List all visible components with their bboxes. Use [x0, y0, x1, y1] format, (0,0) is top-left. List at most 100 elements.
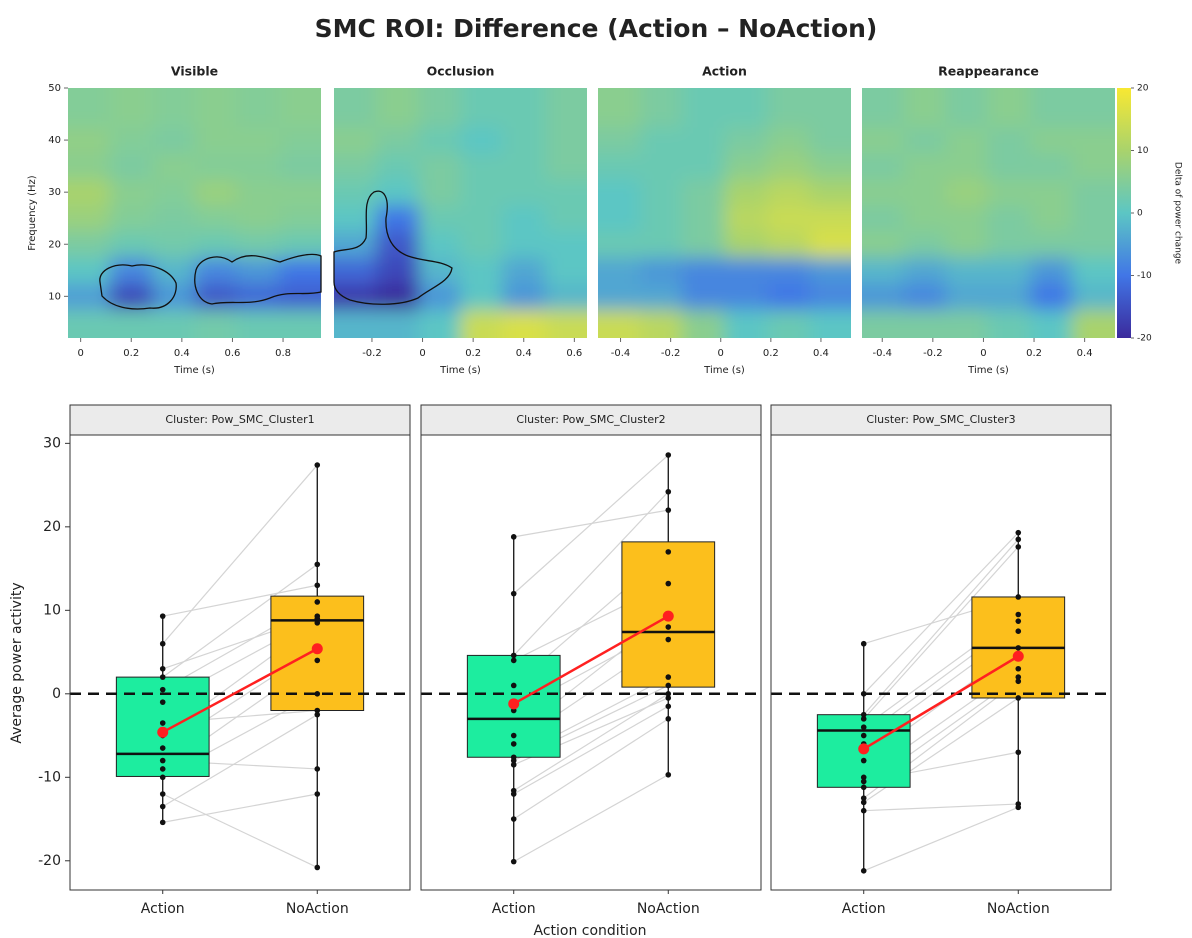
point — [160, 820, 166, 826]
colorbar-tick-label: 10 — [1137, 146, 1149, 156]
colorbar — [1117, 88, 1131, 338]
heatmap-cell — [945, 205, 987, 232]
heatmap-cell — [502, 153, 546, 180]
point — [314, 712, 320, 718]
y-axis-label: Frequency (Hz) — [27, 175, 38, 251]
heatmap-cell — [1030, 153, 1072, 180]
heatmap-cell — [461, 231, 503, 258]
x-tick-label: 0.6 — [566, 348, 582, 359]
heatmap-cell — [725, 127, 768, 154]
heatmap-cell — [195, 205, 237, 232]
heatmap-cell — [376, 205, 420, 232]
point — [314, 462, 320, 468]
heatmap-cell — [904, 231, 946, 258]
point — [861, 716, 867, 722]
colorbar-tick-label: 20 — [1137, 84, 1149, 94]
y-tick-label: 30 — [43, 435, 61, 451]
x-tick-label: 0.8 — [275, 348, 291, 359]
heatmap-cell — [945, 127, 987, 154]
point — [314, 562, 320, 568]
heatmap-cell — [376, 257, 420, 284]
heatmap-cell — [376, 58, 420, 128]
heatmap-cell — [1072, 283, 1146, 310]
point — [511, 741, 517, 747]
heatmap-cell — [236, 153, 280, 180]
heatmap-cell — [987, 257, 1031, 284]
heatmap-cell — [153, 153, 195, 180]
heatmap-cell — [110, 231, 154, 258]
point — [160, 745, 166, 751]
heatmap-cell — [987, 283, 1031, 310]
heatmap-cell — [376, 153, 420, 180]
point — [861, 724, 867, 730]
x-axis-label: Time (s) — [703, 365, 745, 376]
heatmap-cell — [725, 231, 768, 258]
point — [511, 859, 517, 865]
x-tick-label: 0 — [718, 348, 724, 359]
point — [1015, 544, 1021, 550]
colorbar-label: Delta of power change — [1173, 162, 1183, 265]
heatmap-cell — [725, 205, 768, 232]
x-tick-label: -0.2 — [362, 348, 382, 359]
point — [160, 804, 166, 810]
x-tick-label: NoAction — [286, 901, 349, 917]
heatmap-cell — [682, 283, 725, 310]
heatmap-cell — [236, 205, 280, 232]
heatmap-cell — [945, 179, 987, 206]
heatmap-cell — [419, 231, 461, 258]
x-tick-label: -0.4 — [611, 348, 631, 359]
point — [1015, 612, 1021, 618]
heatmap-cell — [641, 283, 683, 310]
x-tick-label: 0.4 — [516, 348, 532, 359]
heatmap-cell — [1030, 231, 1072, 258]
heatmap-cell — [904, 179, 946, 206]
heatmap-cell — [767, 153, 810, 180]
heatmap-cell — [502, 231, 546, 258]
heatmap-cell — [987, 179, 1031, 206]
heatmap-cell — [682, 179, 725, 206]
heatmap-cell — [1072, 127, 1146, 154]
point — [1015, 749, 1021, 755]
point — [1015, 678, 1021, 684]
heatmap-cell — [236, 179, 280, 206]
heatmap-cell — [1030, 127, 1072, 154]
x-tick-label: 0.2 — [465, 348, 481, 359]
heatmap-cell — [1072, 309, 1146, 368]
heatmap-cell — [641, 257, 683, 284]
heatmap-cell — [110, 257, 154, 284]
heatmap-cell — [725, 153, 768, 180]
mean-point — [663, 611, 674, 622]
heatmap-cell — [419, 127, 461, 154]
point — [160, 766, 166, 772]
x-tick-label: 0.6 — [224, 348, 240, 359]
point — [511, 658, 517, 664]
heatmap-cell — [725, 257, 768, 284]
point — [665, 624, 671, 630]
panel-title: Reappearance — [938, 64, 1039, 79]
x-tick-label: 0 — [77, 348, 83, 359]
heatmap-cell — [987, 309, 1031, 368]
point — [665, 704, 671, 710]
heatmap-cell — [987, 205, 1031, 232]
point — [314, 599, 320, 605]
heatmap-cell — [1072, 179, 1146, 206]
y-tick-label: 30 — [48, 187, 61, 198]
heatmap-cell — [767, 127, 810, 154]
paired-line — [163, 794, 318, 822]
y-tick-label: -20 — [38, 853, 61, 869]
mean-point — [312, 643, 323, 654]
y-tick-label: 40 — [48, 135, 61, 146]
heatmap-cell — [461, 127, 503, 154]
x-tick-label: 0.4 — [1077, 348, 1093, 359]
heatmap-cell — [945, 231, 987, 258]
heatmap-cell — [153, 205, 195, 232]
heatmap-cell — [461, 309, 503, 368]
heatmap-cell — [767, 231, 810, 258]
x-tick-label: -0.4 — [872, 348, 892, 359]
point — [665, 674, 671, 680]
point — [665, 683, 671, 689]
boxplot-figure: Cluster: Pow_SMC_Cluster1ActionNoActionC… — [9, 405, 1111, 938]
heatmap-cell — [236, 58, 280, 128]
heatmap-cells — [568, 58, 882, 369]
point — [160, 699, 166, 705]
